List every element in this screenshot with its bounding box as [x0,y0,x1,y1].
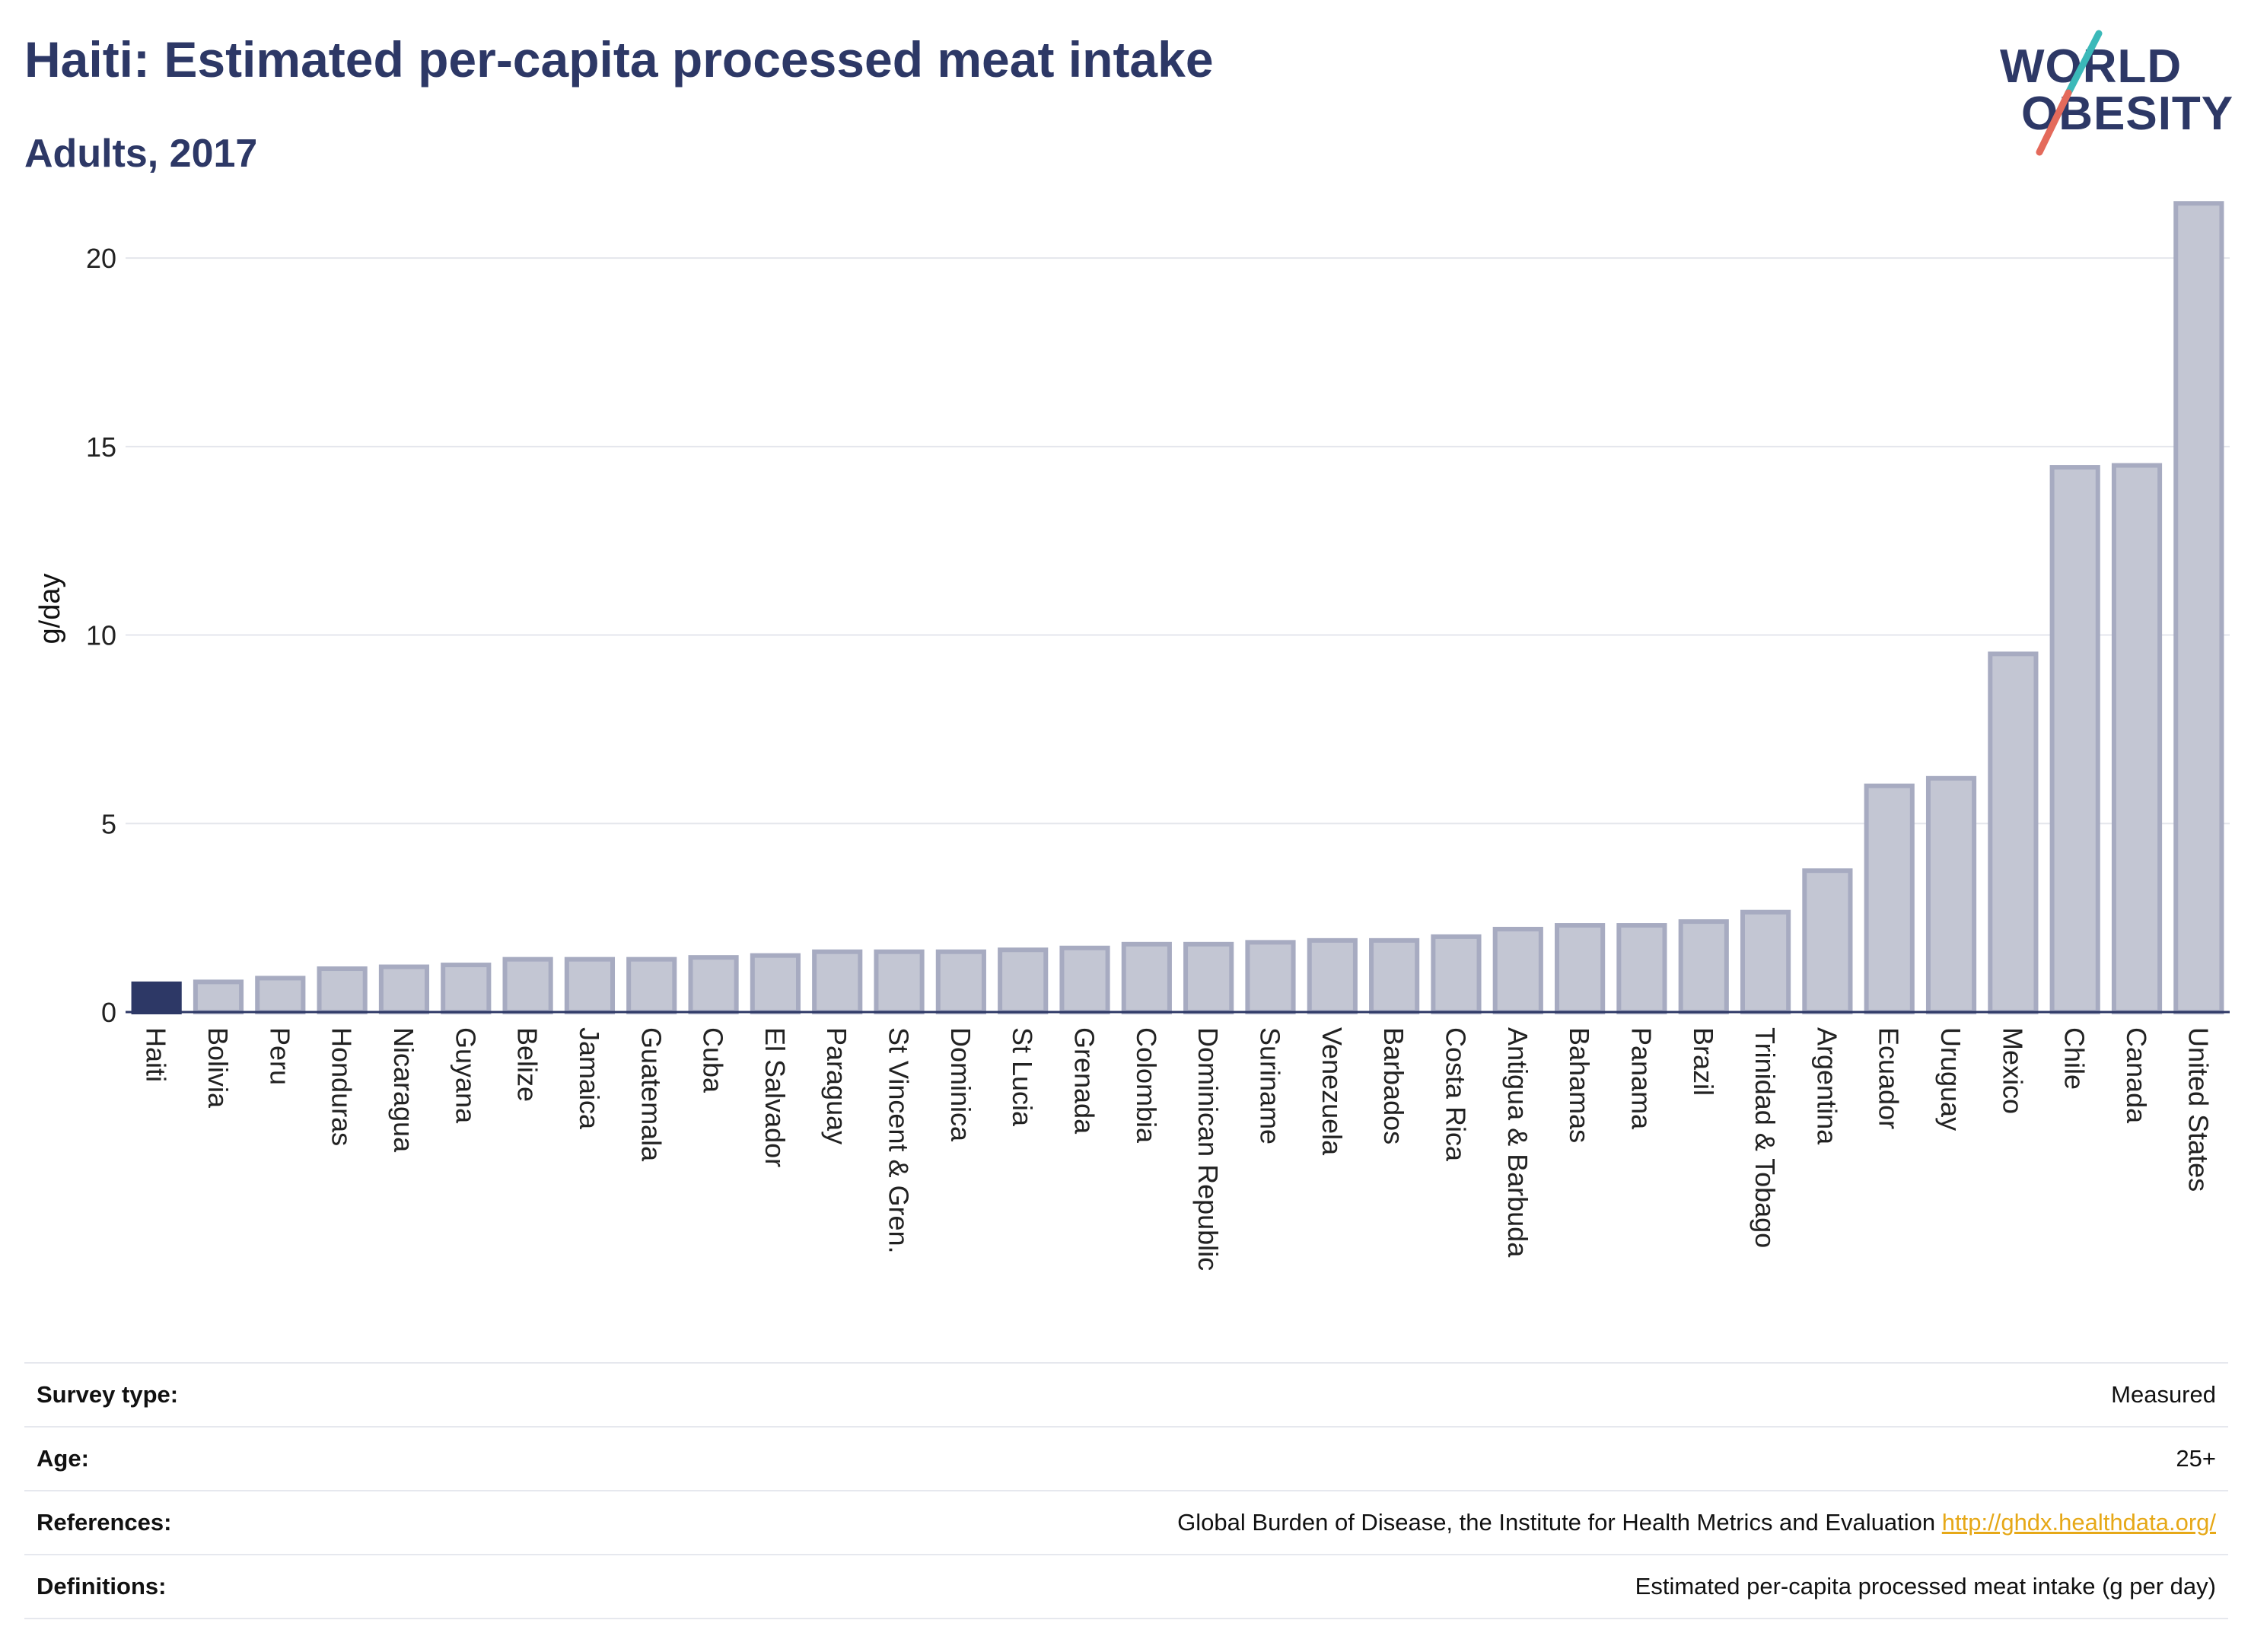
y-axis-title: g/day [34,574,66,645]
bar-chart: 0 5 10 15 20 Haiti Bolivia Peru Honduras Nicarag… [34,201,2230,1271]
x-tick-label: Dominica [945,1027,976,1142]
reference-link[interactable]: http://ghdx.healthdata.org/ [1941,1509,2216,1536]
y-tick-label: 20 [86,243,116,274]
bar-canada[interactable] [2111,463,2163,1014]
y-axis-ticks: 0 5 10 15 20 [86,243,116,1028]
x-tick-label: Guyana [450,1027,481,1124]
bar-paraguay[interactable] [812,949,863,1015]
x-tick-label: Grenada [1069,1027,1100,1135]
x-tick-label: Brazil [1688,1027,1719,1096]
x-tick-label: Canada [2121,1027,2152,1124]
bar-trinidad-tobago[interactable] [1740,909,1791,1015]
bar-uruguay[interactable] [1925,775,1977,1014]
x-tick-label: Colombia [1131,1027,1162,1144]
x-tick-label: United States [2183,1027,2214,1192]
bar-belize[interactable] [502,957,553,1014]
x-tick-label: Suriname [1254,1027,1285,1144]
bar-suriname[interactable] [1245,940,1296,1015]
x-tick-label: Dominican Republic [1192,1027,1224,1271]
info-label: Definitions: [37,1573,167,1599]
bar-haiti[interactable] [131,981,182,1015]
x-tick-label: Honduras [326,1027,358,1146]
bar-bahamas[interactable] [1555,923,1606,1014]
bar-mexico[interactable] [1988,651,2039,1014]
bar-barbados[interactable] [1369,937,1420,1015]
x-tick-label: Cuba [698,1027,729,1093]
info-value: Global Burden of Disease, the Institute … [1177,1509,2216,1536]
bar-bolivia[interactable] [193,979,244,1015]
x-tick-label: Argentina [1811,1027,1842,1145]
x-tick-label: Belize [512,1027,543,1102]
info-value: 25+ [2176,1445,2216,1472]
bar-costa-rica[interactable] [1431,934,1482,1014]
y-tick-label: 15 [86,431,116,463]
chart-subtitle: Adults, 2017 [24,132,258,176]
x-tick-label: Panama [1625,1027,1657,1130]
bar-chile[interactable] [2049,465,2100,1014]
info-label: Survey type: [37,1381,179,1408]
bar-colombia[interactable] [1121,941,1172,1015]
info-row: References: Global Burden of Disease, the… [24,1491,2228,1555]
y-tick-label: 5 [101,808,116,839]
x-tick-label: Paraguay [821,1027,852,1144]
info-row: Survey type: Measured [24,1364,2228,1428]
y-tick-label: 10 [86,620,116,651]
bar-dominican-republic[interactable] [1183,941,1234,1015]
info-table: Survey type: Measured Age: 25+ References: Gl… [24,1362,2228,1619]
info-row: Definitions: Estimated per-capita process… [24,1555,2228,1619]
bar-guyana[interactable] [441,963,492,1015]
bar-st-vincent-gren-[interactable] [874,949,925,1015]
x-tick-label: Bolivia [202,1027,234,1109]
bar-st-lucia[interactable] [998,947,1049,1014]
x-tick-label: St Lucia [1007,1027,1038,1127]
x-tick-label: St Vincent & Gren. [884,1027,915,1254]
x-tick-label: Mexico [1997,1027,2028,1114]
bar-nicaragua[interactable] [378,964,430,1014]
info-label: Age: [37,1445,89,1472]
bar-antigua-barbuda[interactable] [1492,927,1543,1014]
bar-venezuela[interactable] [1307,937,1358,1015]
bar-cuba[interactable] [688,955,739,1014]
bar-peru[interactable] [255,976,306,1014]
bar-el-salvador[interactable] [750,953,801,1014]
x-tick-label: Costa Rica [1440,1027,1471,1162]
x-tick-label: Haiti [141,1027,172,1082]
x-tick-label: Nicaragua [388,1027,419,1153]
bar-honduras[interactable] [317,966,368,1014]
x-tick-label: Trinidad & Tobago [1750,1027,1781,1248]
info-value: Measured [2111,1381,2216,1408]
x-tick-label: Guatemala [635,1027,667,1162]
y-tick-label: 0 [101,997,116,1028]
bars [126,201,2230,1015]
bar-ecuador[interactable] [1864,783,1915,1015]
x-tick-label: Antigua & Barbuda [1502,1027,1533,1258]
x-tick-label: Bahamas [1564,1027,1595,1143]
bar-dominica[interactable] [935,949,986,1015]
x-axis-labels: Haiti Bolivia Peru Honduras Nicaragua Guyana B… [141,1027,2214,1271]
x-tick-label: Venezuela [1317,1027,1348,1156]
x-tick-label: Peru [264,1027,295,1085]
x-tick-label: Uruguay [1935,1027,1966,1131]
world-obesity-logo: WORLD OBESITY [1986,23,2237,160]
bar-grenada[interactable] [1059,945,1110,1014]
info-row: Age: 25+ [24,1428,2228,1491]
logo-slash-icon [2036,30,2103,156]
info-label: References: [37,1509,172,1536]
x-tick-label: Chile [2059,1027,2090,1090]
chart-title: Haiti: Estimated per-capita processed me… [24,31,1214,88]
x-tick-label: Barbados [1378,1027,1409,1144]
bar-panama[interactable] [1616,923,1667,1014]
bar-argentina[interactable] [1802,868,1853,1015]
info-value: Estimated per-capita processed meat inta… [1635,1573,2216,1599]
bar-united-states[interactable] [2173,201,2224,1014]
bar-brazil[interactable] [1678,919,1729,1015]
x-tick-label: Ecuador [1874,1027,1905,1129]
x-tick-label: El Salvador [759,1027,791,1167]
bar-guatemala[interactable] [626,957,677,1014]
x-tick-label: Jamaica [574,1027,605,1130]
bar-jamaica[interactable] [564,957,616,1014]
